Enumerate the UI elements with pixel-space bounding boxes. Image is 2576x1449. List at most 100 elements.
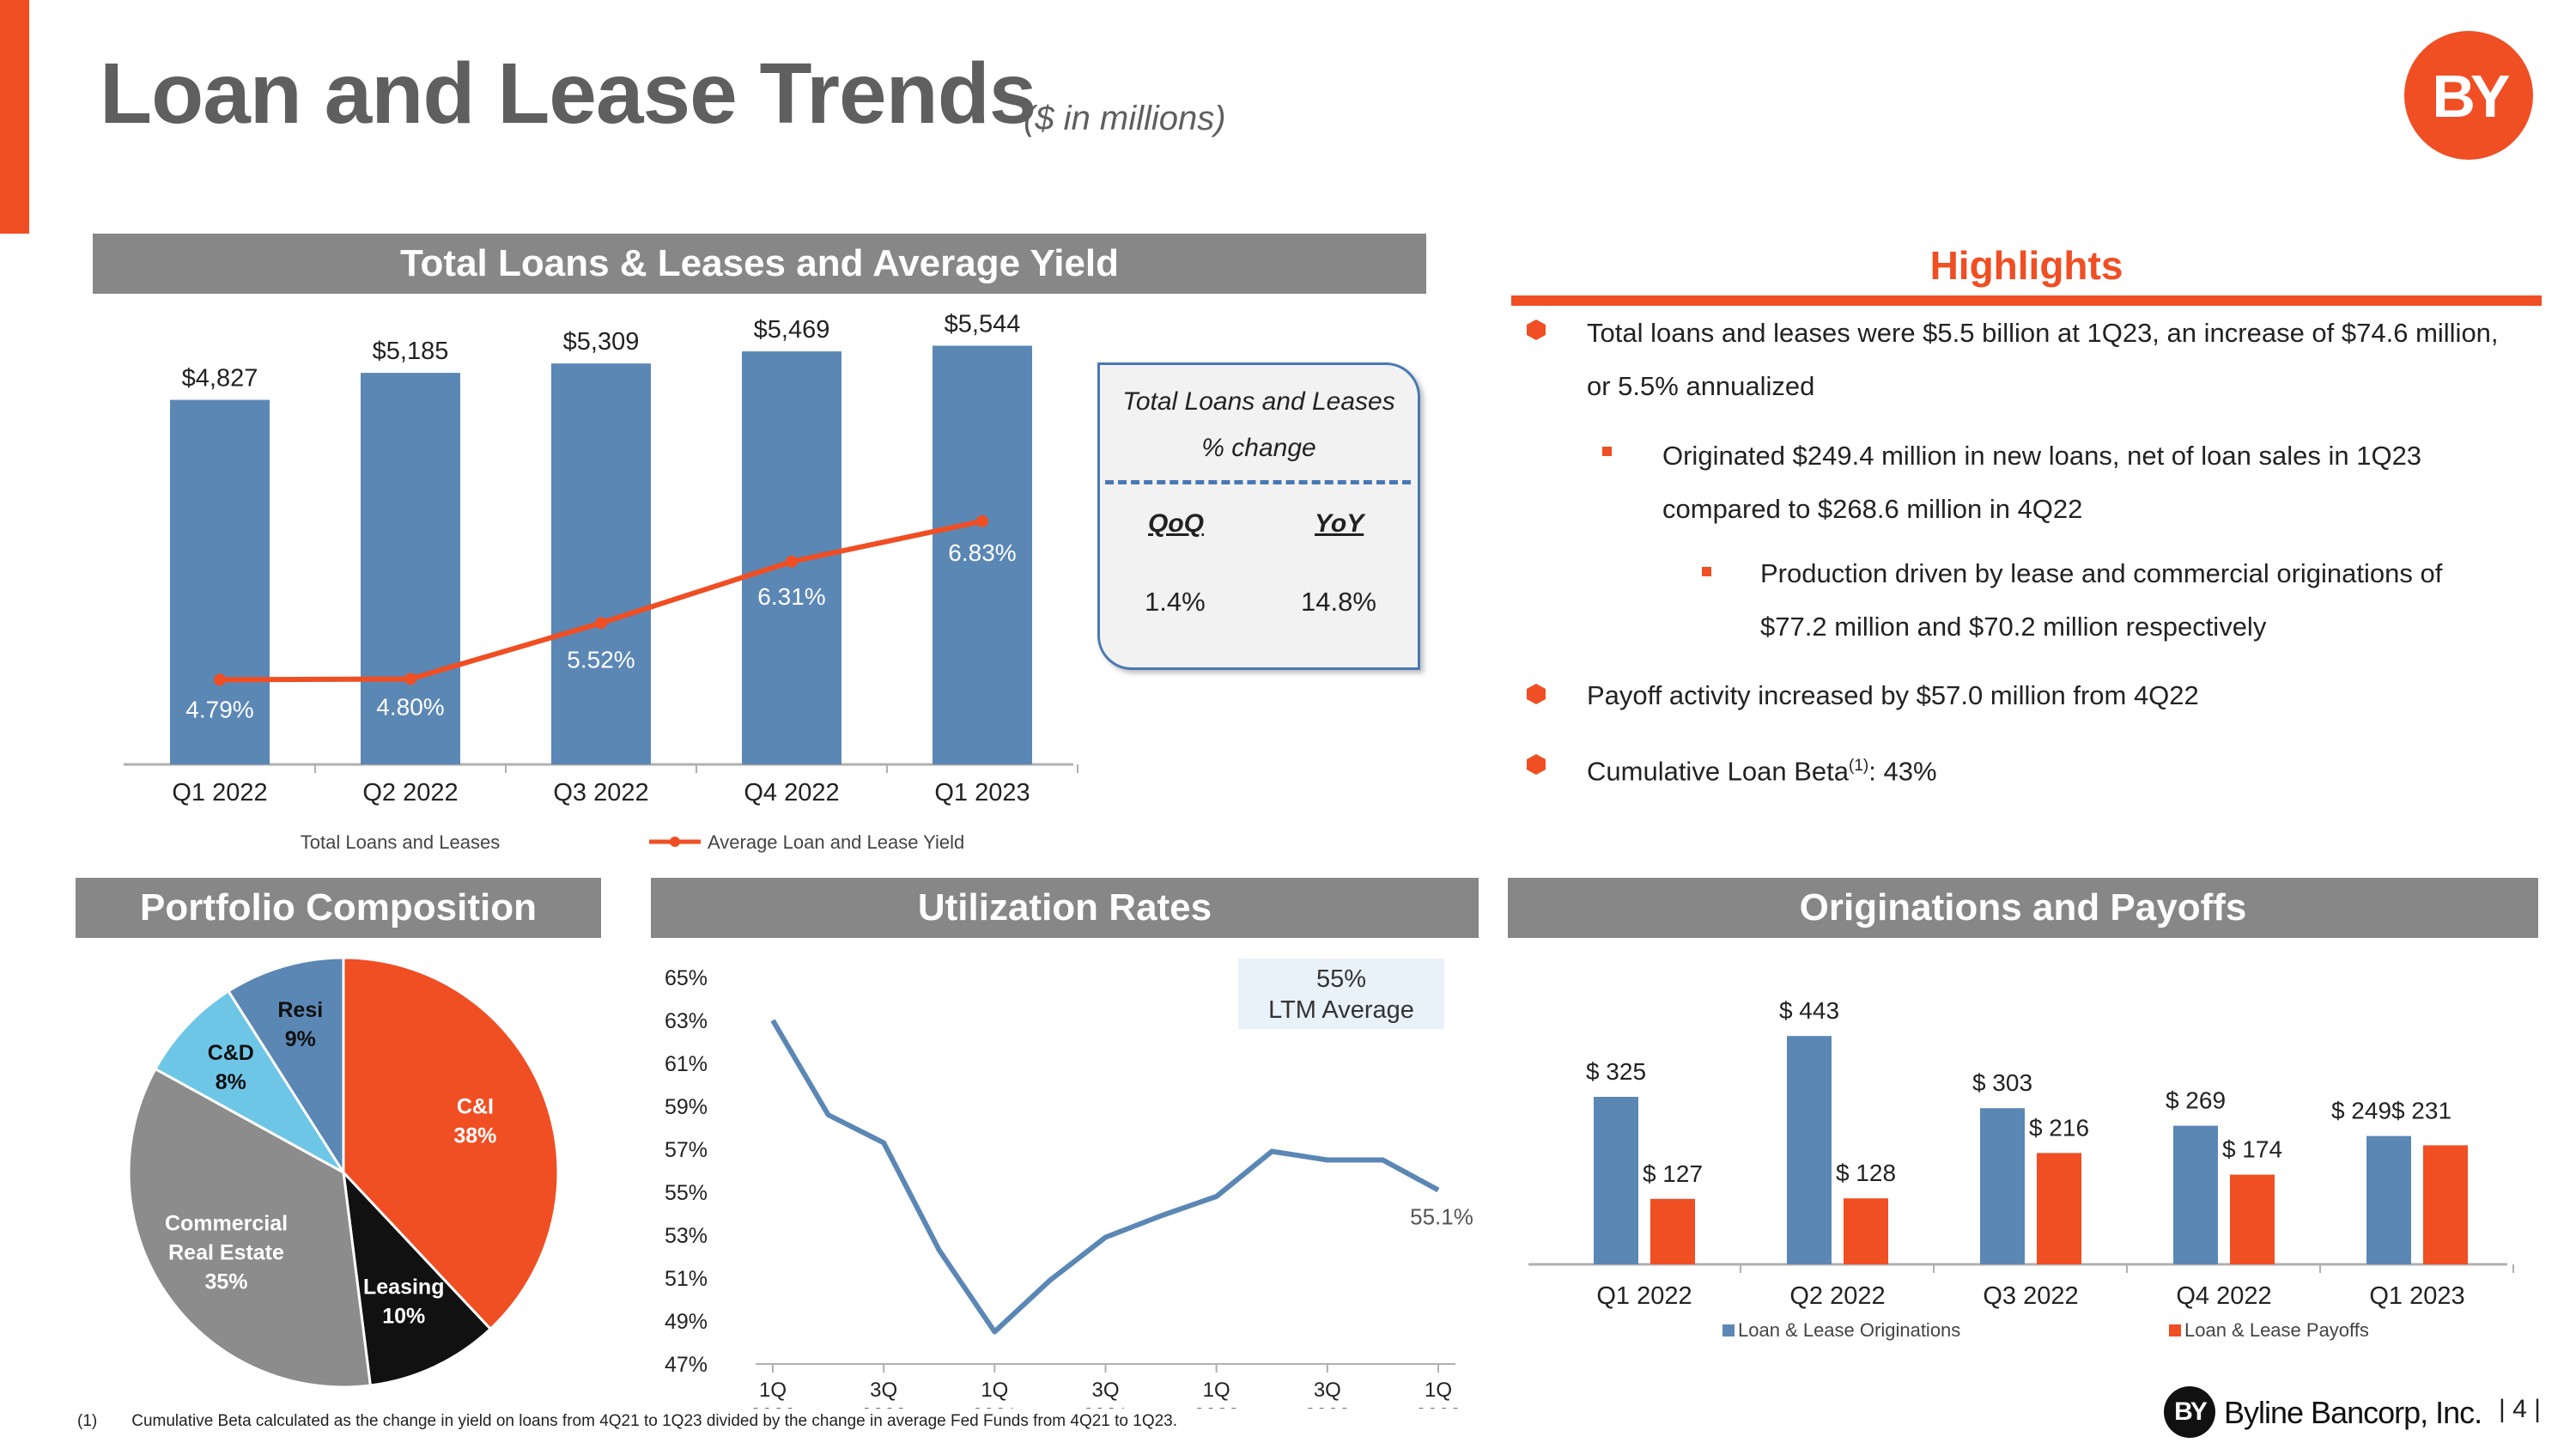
yield-point: [214, 673, 226, 686]
loans-bar-label: $5,309: [563, 328, 640, 356]
loans-bar-label: $5,544: [945, 311, 1021, 338]
yield-point: [976, 514, 988, 527]
loans-category-label: Q3 2022: [553, 779, 648, 807]
highlight-3-line1: Production driven by lease and commercia…: [1760, 558, 2443, 588]
pie-slice-label: C&I: [457, 1094, 494, 1118]
qoq-label: QoQ: [1148, 509, 1204, 538]
orig-category-label: Q4 2022: [2176, 1282, 2271, 1310]
yoy-label: YoY: [1315, 509, 1364, 538]
beta-suffix: : 43%: [1868, 756, 1937, 787]
legend-originations-label: Loan & Lease Originations: [1738, 1319, 1960, 1341]
section-utilization-title: Utilization Rates: [651, 878, 1479, 938]
util-y-tick: 59%: [665, 1095, 708, 1119]
pie-slice: [226, 956, 345, 1178]
payoffs-label: $ 231: [2391, 1098, 2451, 1124]
originations-bar: [1787, 1036, 1832, 1264]
originations-label: $ 249: [2331, 1098, 2391, 1124]
util-y-tick: 53%: [665, 1224, 708, 1248]
util-x-tick-label: 1Q: [981, 1379, 1008, 1402]
originations-label: $ 443: [1779, 997, 1839, 1024]
util-x-tick-label: 1Q: [759, 1379, 787, 1402]
yield-label: 4.79%: [185, 696, 253, 722]
util-x-tick-label: 2021: [1083, 1404, 1128, 1409]
util-x-tick-label: 3Q: [870, 1379, 897, 1402]
pie-slice: [342, 956, 560, 1331]
bullet-square-icon: [1702, 567, 1711, 576]
pct-box-divider: [1105, 480, 1411, 484]
payoffs-bar: [2037, 1153, 2081, 1264]
page-title: Loan and Lease Trends: [100, 46, 1036, 142]
highlight-2-line1: Originated $249.4 million in new loans, …: [1662, 441, 2422, 471]
util-y-tick: 65%: [665, 966, 708, 990]
pie-slice: [153, 989, 345, 1174]
beta-footnote-ref: (1): [1849, 757, 1869, 775]
payoffs-bar: [2230, 1174, 2275, 1264]
payoffs-label: $ 216: [2029, 1114, 2089, 1141]
util-y-tick: 57%: [665, 1138, 708, 1162]
pie-slice-label: Resi: [277, 998, 323, 1022]
bullet-hex-icon: [1527, 320, 1546, 340]
legend-yield-marker: [670, 837, 680, 847]
payoffs-bar: [1650, 1198, 1695, 1264]
portfolio-pie-chart: C&I 38% Leasing 10% Commercial Real Estate 35%…: [127, 956, 560, 1389]
util-x-tick-label: 1Q: [1203, 1379, 1230, 1402]
footnote: (1) Cumulative Beta calculated as the cha…: [77, 1412, 1177, 1431]
orig-category-label: Q1 2022: [1596, 1282, 1692, 1310]
yield-label: 4.80%: [376, 693, 444, 720]
payoffs-bar: [2423, 1145, 2468, 1264]
util-y-tick: 51%: [665, 1267, 708, 1291]
pie-slice: [127, 1067, 373, 1389]
util-y-tick: 61%: [665, 1052, 708, 1076]
legend-loans-label: Total Loans and Leases: [301, 831, 500, 853]
bullet-hex-icon: [1527, 684, 1546, 704]
util-end-label: 55.1%: [1410, 1204, 1473, 1230]
section-loans-title: Total Loans & Leases and Average Yield: [93, 234, 1426, 294]
highlight-beta: Cumulative Loan Beta(1): 43%: [1587, 749, 1937, 788]
loans-bar-label: $5,469: [754, 316, 830, 344]
pct-box-title-line1: Total Loans and Leases: [1122, 387, 1395, 416]
highlight-3-line2: $77.2 million and $70.2 million respecti…: [1760, 612, 2267, 642]
util-x-tick-label: 2023: [1415, 1404, 1461, 1409]
loans-category-label: Q2 2022: [362, 779, 458, 807]
yoy-value: 14.8%: [1301, 587, 1376, 617]
orig-category-label: Q2 2022: [1789, 1282, 1885, 1310]
utilization-line-chart: 47% 49% 51% 53% 55% 57% 59% 61% 63% 65% 1Q 2020 3Q 20…: [665, 966, 1473, 1409]
highlight-2-line2: compared to $268.6 million in 4Q22: [1662, 494, 2083, 524]
loans-bar-label: $4,827: [182, 365, 258, 393]
util-y-tick: 63%: [665, 1009, 708, 1033]
loans-bar: [361, 373, 460, 764]
util-x-tick-label: 2021: [972, 1404, 1018, 1409]
qoq-value: 1.4%: [1145, 587, 1206, 617]
highlights-rule: [1511, 295, 2542, 306]
percent-change-box: Total Loans and Leases % change QoQ YoY …: [1097, 362, 1420, 670]
util-line: [770, 1019, 1440, 1335]
bullet-hex-icon: [1527, 754, 1546, 775]
util-y-tick: 55%: [665, 1181, 708, 1205]
bullet-square-icon: [1602, 447, 1612, 456]
legend-payoffs-label: Loan & Lease Payoffs: [2184, 1319, 2369, 1341]
ltm-value: 55%: [1315, 965, 1367, 993]
footnote-text: Cumulative Beta calculated as the change…: [131, 1412, 1178, 1430]
pct-box-title-line2: % change: [1201, 434, 1316, 462]
pie-slice-label: 38%: [453, 1123, 496, 1148]
logo-text: BY: [2432, 63, 2510, 130]
payoffs-label: $ 128: [1836, 1160, 1896, 1186]
yield-label: 6.31%: [757, 583, 825, 610]
loans-category-label: Q4 2022: [744, 779, 839, 807]
yield-label: 5.52%: [567, 646, 635, 673]
brand-mark-icon: BY: [2164, 1386, 2215, 1438]
accent-bar: [0, 0, 29, 234]
originations-bar: [1594, 1097, 1638, 1264]
util-x-tick-label: 1Q: [1425, 1379, 1452, 1402]
util-x-tick-label: 3Q: [1091, 1379, 1119, 1402]
pie-slice: [341, 1168, 493, 1387]
loans-bar: [551, 363, 651, 764]
yield-label: 6.83%: [948, 539, 1016, 566]
footnote-marker: (1): [77, 1412, 98, 1430]
loans-bar: [933, 345, 1032, 764]
pie-slice-label: Commercial: [165, 1212, 288, 1236]
pie-slice-label: Real Estate: [168, 1241, 284, 1265]
originations-bar: [2173, 1125, 2218, 1264]
orig-category-label: Q1 2023: [2369, 1282, 2464, 1310]
originations-payoffs-chart: $ 325 $ 127 Q1 2022 $ 443 $ 128 Q2 2022 $ 303 $…: [1528, 997, 2514, 1341]
